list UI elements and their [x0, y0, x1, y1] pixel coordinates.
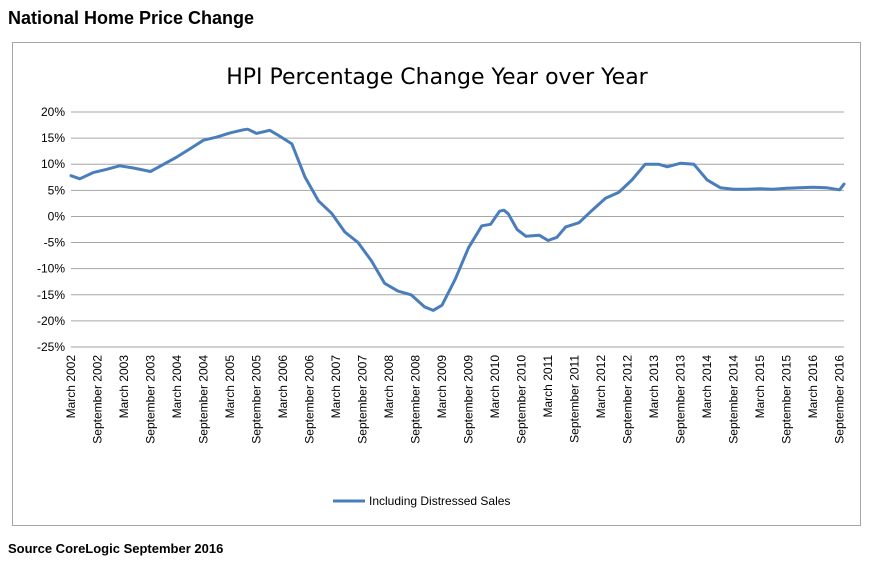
x-tick-label: September 2003 — [144, 355, 158, 444]
x-tick-label: September 2008 — [409, 355, 423, 444]
y-tick-label: 15% — [41, 131, 65, 145]
y-tick-label: -5% — [44, 236, 66, 250]
page-heading: National Home Price Change — [8, 8, 255, 28]
x-tick-label: March 2015 — [753, 355, 767, 419]
x-tick-label: March 2005 — [223, 355, 237, 419]
x-tick-label: September 2015 — [780, 355, 794, 444]
x-tick-label: September 2007 — [356, 355, 370, 444]
y-tick-label: -10% — [37, 262, 65, 276]
chart-frame: HPI Percentage Change Year over Year 20%… — [12, 42, 861, 526]
grid-lines — [71, 111, 844, 348]
x-tick-label: September 2010 — [515, 355, 529, 444]
x-tick-label: March 2012 — [594, 355, 608, 419]
y-tick-label: 10% — [41, 157, 65, 171]
legend: Including Distressed Sales — [333, 494, 510, 508]
x-tick-label: March 2002 — [64, 355, 78, 419]
x-tick-label: September 2002 — [91, 355, 105, 444]
x-tick-label: September 2014 — [727, 355, 741, 444]
legend-label: Including Distressed Sales — [369, 494, 510, 508]
x-tick-label: September 2004 — [197, 355, 211, 444]
series-line-including-distressed-sales — [69, 127, 846, 312]
x-tick-label: March 2006 — [276, 355, 290, 419]
x-tick-label: March 2008 — [382, 355, 396, 419]
x-tick-label: September 2009 — [462, 355, 476, 444]
y-tick-label: -15% — [37, 288, 65, 302]
x-tick-label: March 2004 — [170, 355, 184, 419]
y-tick-label: -20% — [37, 314, 65, 328]
x-tick-label: September 2013 — [674, 355, 688, 444]
x-tick-label: March 2011 — [541, 355, 555, 418]
x-tick-label: March 2013 — [647, 355, 661, 419]
x-tick-label: September 2016 — [833, 355, 847, 444]
x-tick-label: September 2005 — [250, 355, 264, 444]
x-tick-label: March 2009 — [435, 355, 449, 419]
x-tick-label: September 2012 — [621, 355, 635, 444]
x-tick-label: September 2006 — [303, 355, 317, 444]
y-tick-label: 20% — [41, 105, 65, 119]
x-tick-label: September 2011 — [568, 355, 582, 443]
chart-title: HPI Percentage Change Year over Year — [226, 65, 648, 90]
x-tick-label: March 2016 — [806, 355, 820, 419]
x-tick-label: March 2014 — [700, 355, 714, 419]
y-tick-label: 5% — [48, 183, 66, 197]
y-tick-label: 0% — [48, 209, 66, 223]
x-axis-ticks: March 2002 September 2002 March 2003 Septem… — [64, 355, 847, 444]
x-tick-label: March 2010 — [488, 355, 502, 419]
y-axis-ticks: 20% 15% 10% 5% 0% -5% -10% -15% -20% -25% — [37, 105, 65, 354]
y-tick-label: -25% — [37, 340, 65, 354]
chart-svg: HPI Percentage Change Year over Year 20%… — [37, 65, 847, 508]
x-tick-label: March 2003 — [117, 355, 131, 419]
source-note: Source CoreLogic September 2016 — [8, 541, 224, 556]
x-tick-label: March 2007 — [329, 355, 343, 419]
